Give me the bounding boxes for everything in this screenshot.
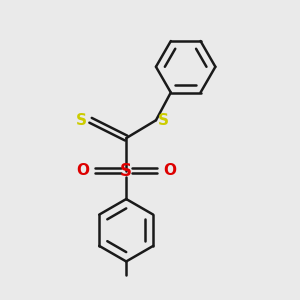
Text: S: S xyxy=(76,113,87,128)
Text: S: S xyxy=(120,162,132,180)
Text: O: O xyxy=(76,163,89,178)
Text: O: O xyxy=(164,163,176,178)
Text: S: S xyxy=(158,113,168,128)
